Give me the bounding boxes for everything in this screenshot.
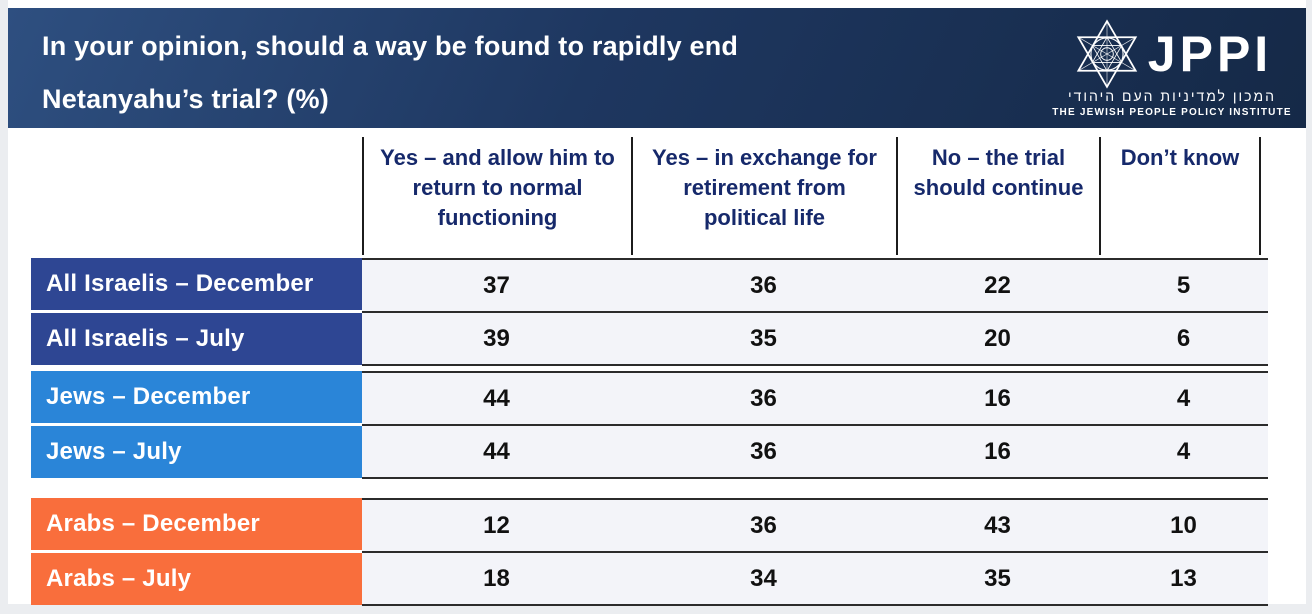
table-group: All Israelis – December All Israelis – Ju…	[31, 258, 1268, 366]
data-rows: 12 36 43 10 18 34 35 13	[362, 498, 1268, 606]
data-cell: 39	[483, 324, 510, 352]
data-cell: 13	[1170, 564, 1197, 592]
data-cell: 4	[1176, 384, 1191, 412]
table-groups: All Israelis – December All Israelis – Ju…	[31, 258, 1268, 611]
data-cell: 12	[483, 511, 510, 539]
page-title: In your opinion, should a way be found t…	[42, 20, 738, 126]
row-label: Jews – December	[31, 371, 362, 423]
data-cell: 16	[984, 384, 1011, 412]
data-cell: 16	[984, 437, 1011, 465]
page: In your opinion, should a way be found t…	[8, 0, 1306, 606]
data-cell: 36	[750, 271, 777, 299]
table-row: 44 36 16 4	[362, 424, 1268, 477]
column-header-yes-retirement: Yes – in exchange for retirement from po…	[631, 137, 896, 255]
data-cell: 35	[984, 564, 1011, 592]
jppi-wordmark: JPPI	[1147, 26, 1273, 82]
data-cell: 44	[483, 437, 510, 465]
jppi-logo-top: JPPI	[1072, 18, 1272, 90]
data-cell: 34	[750, 564, 777, 592]
column-header-dont-know: Don’t know	[1099, 137, 1259, 255]
data-cell: 10	[1170, 511, 1197, 539]
data-cell: 35	[750, 324, 777, 352]
data-cell: 43	[984, 511, 1011, 539]
data-cell: 36	[750, 511, 777, 539]
row-label: All Israelis – July	[31, 313, 362, 365]
data-cell: 6	[1176, 324, 1191, 352]
column-headers: Yes – and allow him to return to normal …	[362, 137, 1268, 255]
data-cell: 20	[984, 324, 1011, 352]
row-label: Arabs – December	[31, 498, 362, 550]
row-labels: Jews – December Jews – July	[31, 371, 362, 479]
column-header-no-continue: No – the trial should continue	[896, 137, 1099, 255]
page-title-line2: Netanyahu’s trial? (%)	[42, 84, 329, 114]
table-row: 18 34 35 13	[362, 551, 1268, 604]
data-cell: 22	[984, 271, 1011, 299]
jppi-logo: JPPI המכון למדיניות העם היהודי THE JEWIS…	[1052, 18, 1292, 118]
column-header-right-divider	[1259, 137, 1268, 255]
data-cell: 5	[1176, 271, 1191, 299]
data-cell: 44	[483, 384, 510, 412]
jppi-hebrew-tagline: המכון למדיניות העם היהודי	[1068, 88, 1276, 104]
star-of-david-icon	[1076, 19, 1138, 89]
row-labels: All Israelis – December All Israelis – Ju…	[31, 258, 362, 366]
data-cell: 18	[483, 564, 510, 592]
jppi-english-tagline: THE JEWISH PEOPLE POLICY INSTITUTE	[1052, 107, 1292, 118]
column-header-yes-return: Yes – and allow him to return to normal …	[362, 137, 631, 255]
row-labels: Arabs – December Arabs – July	[31, 498, 362, 606]
data-rows: 37 36 22 5 39 35 20 6	[362, 258, 1268, 366]
page-title-line1: In your opinion, should a way be found t…	[42, 31, 739, 61]
row-label: Arabs – July	[31, 553, 362, 605]
table-group: Jews – December Jews – July 44 36 16 4 44 36 16 4	[31, 371, 1268, 479]
row-label: Jews – July	[31, 426, 362, 478]
row-label: All Israelis – December	[31, 258, 362, 310]
data-cell: 36	[750, 437, 777, 465]
data-rows: 44 36 16 4 44 36 16 4	[362, 371, 1268, 479]
data-cell: 4	[1176, 437, 1191, 465]
table-row: 37 36 22 5	[362, 260, 1268, 311]
table-group: Arabs – December Arabs – July 12 36 43 10 18 34…	[31, 498, 1268, 606]
table-row: 12 36 43 10	[362, 500, 1268, 551]
table-row: 44 36 16 4	[362, 373, 1268, 424]
data-cell: 37	[483, 271, 510, 299]
title-bar: In your opinion, should a way be found t…	[8, 8, 1306, 128]
table-row: 39 35 20 6	[362, 311, 1268, 364]
data-cell: 36	[750, 384, 777, 412]
